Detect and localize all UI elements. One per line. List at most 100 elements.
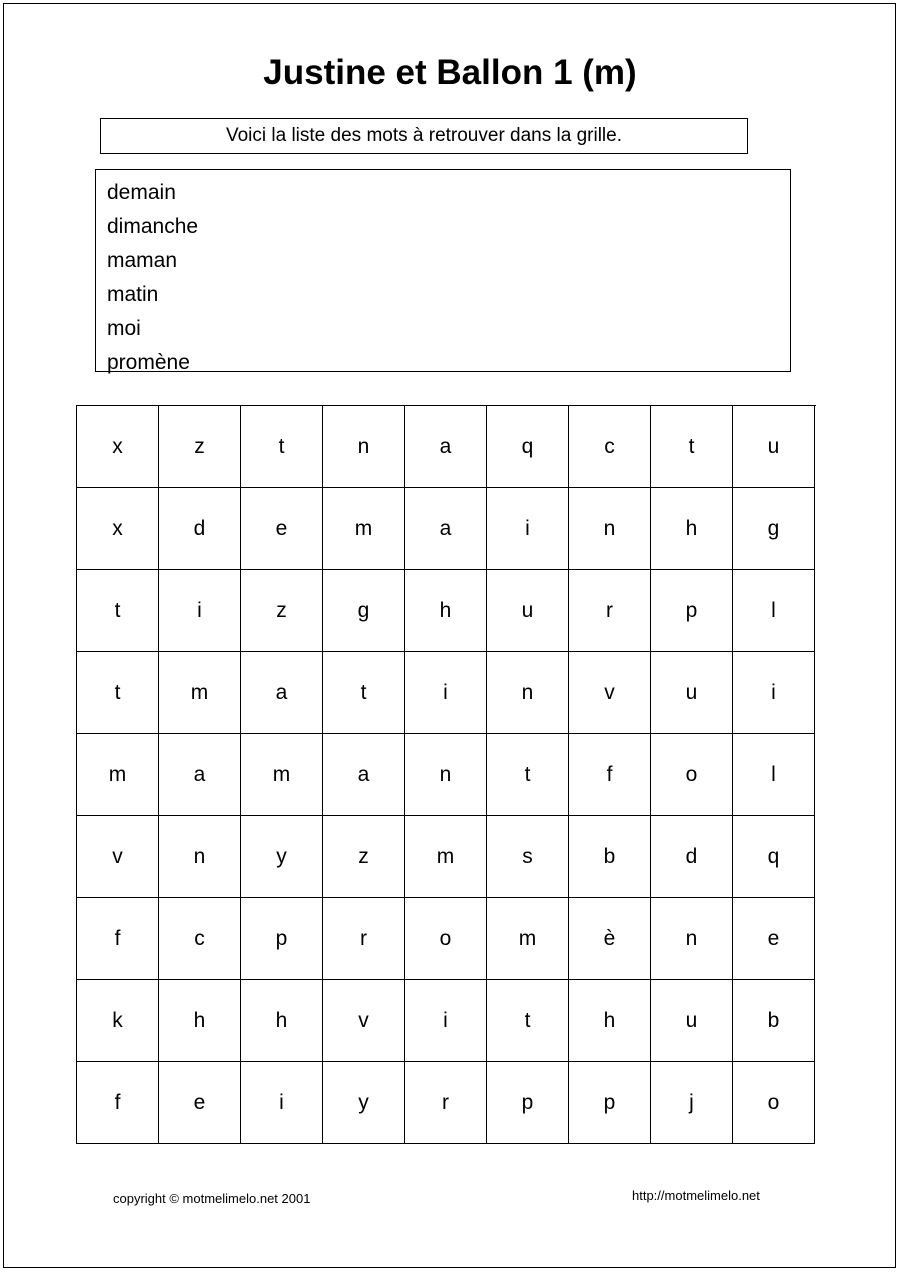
page-title: Justine et Ballon 1 (m) <box>263 53 637 92</box>
grid-cell[interactable]: g <box>733 488 815 570</box>
grid-cell[interactable]: t <box>77 652 159 734</box>
grid-cell[interactable]: o <box>405 898 487 980</box>
grid-cell[interactable]: g <box>323 570 405 652</box>
grid-cell[interactable]: i <box>405 980 487 1062</box>
grid-cell[interactable]: k <box>77 980 159 1062</box>
grid-row: f e i y r p p j o <box>77 1062 816 1144</box>
grid-cell[interactable]: i <box>241 1062 323 1144</box>
grid-cell[interactable]: i <box>733 652 815 734</box>
grid-cell[interactable]: a <box>241 652 323 734</box>
grid-cell[interactable]: m <box>77 734 159 816</box>
grid-cell[interactable]: d <box>651 816 733 898</box>
grid-row: f c p r o m è n e <box>77 898 816 980</box>
footer-url: http://motmelimelo.net <box>632 1188 760 1203</box>
grid-cell[interactable]: d <box>159 488 241 570</box>
grid-cell[interactable]: t <box>487 980 569 1062</box>
grid-cell[interactable]: t <box>323 652 405 734</box>
grid-cell[interactable]: m <box>405 816 487 898</box>
grid-cell[interactable]: o <box>651 734 733 816</box>
grid-cell[interactable]: n <box>323 406 405 488</box>
grid-cell[interactable]: r <box>405 1062 487 1144</box>
grid-cell[interactable]: p <box>487 1062 569 1144</box>
grid-cell[interactable]: r <box>323 898 405 980</box>
grid-cell[interactable]: v <box>77 816 159 898</box>
grid-cell[interactable]: i <box>405 652 487 734</box>
grid-cell[interactable]: b <box>733 980 815 1062</box>
grid-cell[interactable]: j <box>651 1062 733 1144</box>
grid-cell[interactable]: e <box>159 1062 241 1144</box>
grid-cell[interactable]: x <box>77 406 159 488</box>
grid-cell[interactable]: e <box>241 488 323 570</box>
grid-cell[interactable]: è <box>569 898 651 980</box>
instruction-text: Voici la liste des mots à retrouver dans… <box>225 125 622 146</box>
grid-cell[interactable]: z <box>241 570 323 652</box>
grid-cell[interactable]: m <box>487 898 569 980</box>
grid-cell[interactable]: u <box>733 406 815 488</box>
grid-cell[interactable]: l <box>733 570 815 652</box>
grid-cell[interactable]: f <box>569 734 651 816</box>
list-item: promène <box>107 351 190 374</box>
list-item: dimanche <box>107 215 199 238</box>
grid-cell[interactable]: f <box>77 898 159 980</box>
grid-cell[interactable]: b <box>569 816 651 898</box>
grid-row: x d e m a i n h g <box>77 488 816 570</box>
grid-cell[interactable]: a <box>323 734 405 816</box>
grid-cell[interactable]: y <box>323 1062 405 1144</box>
list-item: moi <box>107 317 141 340</box>
grid-cell[interactable]: p <box>569 1062 651 1144</box>
grid-cell[interactable]: q <box>487 406 569 488</box>
list-item: matin <box>107 283 159 306</box>
grid-cell[interactable]: h <box>159 980 241 1062</box>
grid-cell[interactable]: i <box>159 570 241 652</box>
grid-cell[interactable]: t <box>487 734 569 816</box>
grid-cell[interactable]: c <box>569 406 651 488</box>
grid-row: t i z g h u r p l <box>77 570 816 652</box>
grid-cell[interactable]: n <box>487 652 569 734</box>
grid-cell[interactable]: t <box>77 570 159 652</box>
grid-cell[interactable]: z <box>323 816 405 898</box>
grid-cell[interactable]: e <box>733 898 815 980</box>
grid-cell[interactable]: h <box>241 980 323 1062</box>
instruction-box: Voici la liste des mots à retrouver dans… <box>100 118 748 154</box>
grid-cell[interactable]: a <box>405 406 487 488</box>
grid-cell[interactable]: t <box>651 406 733 488</box>
list-item: maman <box>107 249 178 272</box>
grid-cell[interactable]: l <box>733 734 815 816</box>
grid-cell[interactable]: h <box>651 488 733 570</box>
grid-cell[interactable]: a <box>159 734 241 816</box>
grid-row: m a m a n t f o l <box>77 734 816 816</box>
word-search-grid: x z t n a q c t u x d e m a i n h g t i … <box>76 405 816 1144</box>
grid-cell[interactable]: h <box>569 980 651 1062</box>
grid-cell[interactable]: x <box>77 488 159 570</box>
grid-cell[interactable]: t <box>241 406 323 488</box>
grid-cell[interactable]: p <box>241 898 323 980</box>
grid-cell[interactable]: u <box>487 570 569 652</box>
grid-cell[interactable]: n <box>651 898 733 980</box>
grid-row: k h h v i t h u b <box>77 980 816 1062</box>
grid-cell[interactable]: f <box>77 1062 159 1144</box>
grid-cell[interactable]: m <box>323 488 405 570</box>
grid-cell[interactable]: s <box>487 816 569 898</box>
grid-cell[interactable]: y <box>241 816 323 898</box>
grid-cell[interactable]: n <box>569 488 651 570</box>
grid-cell[interactable]: v <box>323 980 405 1062</box>
grid-cell[interactable]: u <box>651 980 733 1062</box>
grid-cell[interactable]: m <box>241 734 323 816</box>
grid-cell[interactable]: c <box>159 898 241 980</box>
list-item: demain <box>107 181 176 204</box>
grid-cell[interactable]: n <box>405 734 487 816</box>
grid-cell[interactable]: p <box>651 570 733 652</box>
grid-cell[interactable]: v <box>569 652 651 734</box>
grid-cell[interactable]: h <box>405 570 487 652</box>
grid-cell[interactable]: o <box>733 1062 815 1144</box>
grid-cell[interactable]: n <box>159 816 241 898</box>
word-list-box: demain dimanche maman matin moi promène <box>95 169 791 374</box>
grid-cell[interactable]: z <box>159 406 241 488</box>
grid-cell[interactable]: i <box>487 488 569 570</box>
grid-cell[interactable]: a <box>405 488 487 570</box>
grid-cell[interactable]: m <box>159 652 241 734</box>
grid-cell[interactable]: u <box>651 652 733 734</box>
grid-cell[interactable]: r <box>569 570 651 652</box>
grid-cell[interactable]: q <box>733 816 815 898</box>
